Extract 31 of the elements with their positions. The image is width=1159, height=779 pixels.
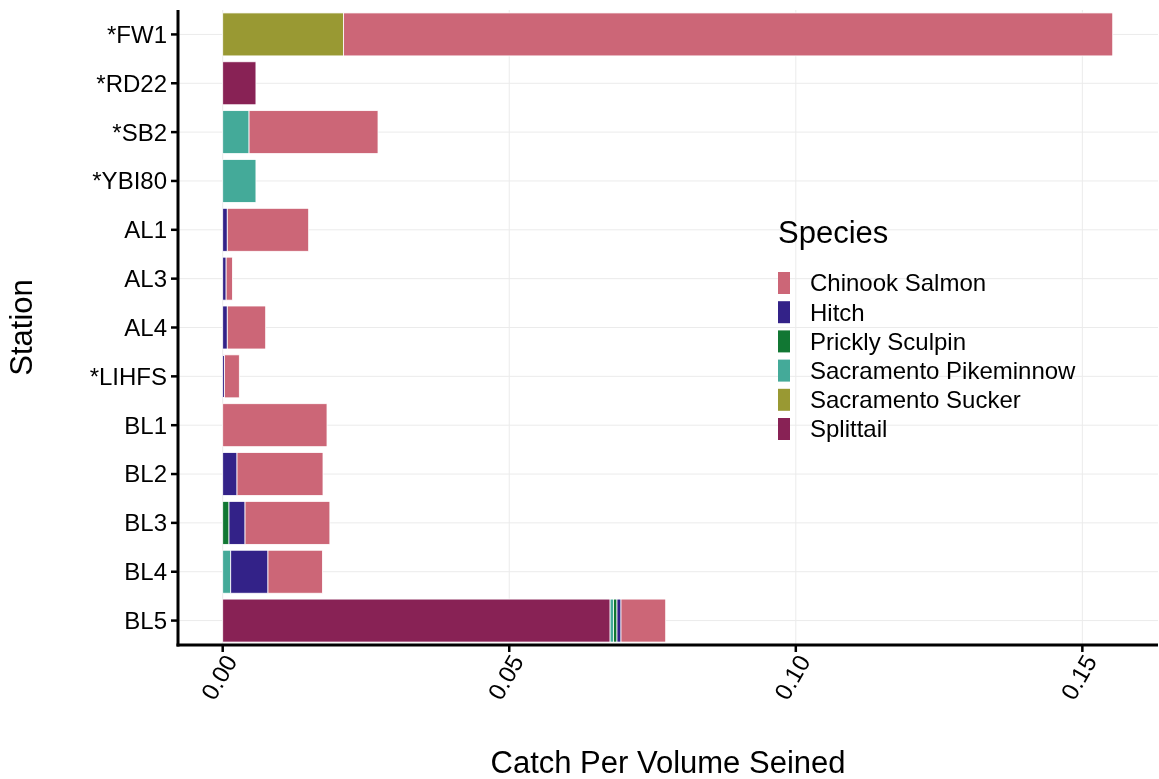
legend-label: Prickly Sculpin	[810, 327, 967, 355]
bar	[226, 305, 267, 350]
legend-label: Chinook Salmon	[810, 269, 987, 297]
y-tick-label: *RD22	[96, 69, 167, 97]
y-tick-label: AL4	[124, 313, 167, 341]
legend-label: Splittail	[810, 415, 888, 443]
legend-label: Sacramento Pikeminnow	[810, 357, 1077, 384]
bar	[226, 207, 310, 252]
bar	[222, 403, 328, 448]
bar	[222, 598, 611, 643]
y-tick-label: BL4	[124, 558, 167, 586]
bar	[222, 61, 257, 106]
legend-label: Hitch	[810, 298, 865, 326]
y-tick-label: AL1	[124, 216, 167, 244]
legend-label: Sacramento Sucker	[810, 386, 1021, 414]
y-tick-label: BL2	[124, 460, 167, 488]
y-tick-label: *FW1	[107, 20, 167, 48]
y-tick-label: BL3	[124, 509, 167, 537]
legend-title: Species	[778, 214, 889, 250]
bar	[620, 598, 667, 643]
bar	[225, 256, 233, 301]
bar	[224, 354, 240, 399]
y-tick-label: *SB2	[112, 118, 167, 146]
x-axis-title: Catch Per Volume Seined	[490, 745, 846, 779]
bar	[222, 159, 257, 203]
y-tick-label: BL5	[124, 606, 167, 634]
y-tick-label: AL3	[124, 265, 167, 293]
y-tick-label: *YBI80	[92, 167, 167, 195]
y-axis-title: Station	[4, 279, 39, 376]
y-tick-label: BL1	[124, 411, 167, 439]
y-tick-label: *LIHFS	[89, 362, 167, 390]
